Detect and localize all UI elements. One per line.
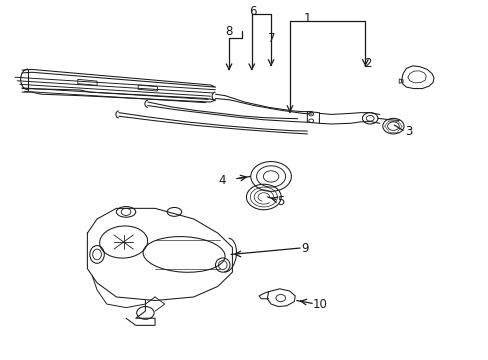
Text: 6: 6 bbox=[249, 5, 256, 18]
Text: 7: 7 bbox=[267, 32, 275, 45]
Text: 8: 8 bbox=[224, 24, 232, 38]
Text: 2: 2 bbox=[364, 57, 371, 70]
Text: 3: 3 bbox=[404, 125, 411, 138]
Text: 10: 10 bbox=[312, 298, 327, 311]
Text: 9: 9 bbox=[301, 242, 308, 255]
Text: 1: 1 bbox=[303, 12, 310, 25]
Text: 4: 4 bbox=[218, 174, 225, 186]
Text: 5: 5 bbox=[277, 195, 284, 208]
